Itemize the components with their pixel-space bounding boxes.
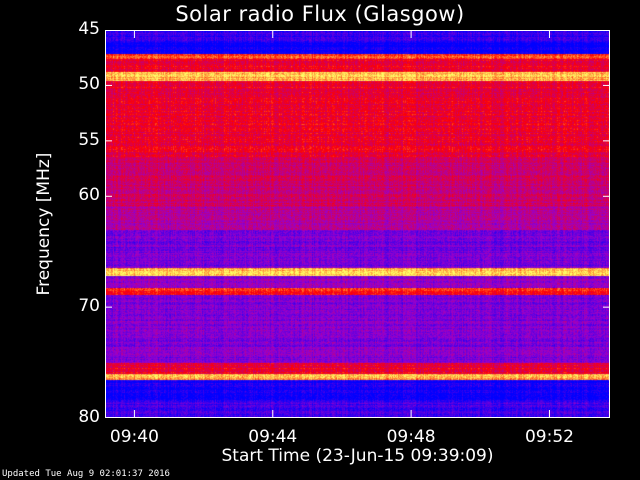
y-axis-label: Frequency [MHz] xyxy=(34,152,54,296)
plot-frame xyxy=(105,30,610,418)
x-axis-label: Start Time (23-Jun-15 09:39:09) xyxy=(221,446,494,466)
x-tick-label: 09:40 xyxy=(109,427,159,447)
y-tick-label: 80 xyxy=(78,407,100,427)
plot-area xyxy=(105,30,610,418)
y-tick-label: 50 xyxy=(78,74,100,95)
updated-timestamp: Updated Tue Aug 9 02:01:37 2016 xyxy=(2,469,170,479)
y-tick-label: 70 xyxy=(78,296,100,317)
y-tick-label: 60 xyxy=(78,185,100,206)
x-tick-label: 09:52 xyxy=(524,427,574,447)
chart-title: Solar radio Flux (Glasgow) xyxy=(175,2,465,26)
plot-border xyxy=(105,30,610,418)
y-axis-label-wrap: Frequency [MHz] xyxy=(24,30,64,418)
y-tick-label: 55 xyxy=(78,129,100,150)
y-tick-label: 45 xyxy=(78,19,100,39)
x-tick-label: 09:48 xyxy=(386,427,436,447)
spectrogram-heatmap xyxy=(105,30,610,418)
x-tick-label: 09:44 xyxy=(248,427,298,447)
